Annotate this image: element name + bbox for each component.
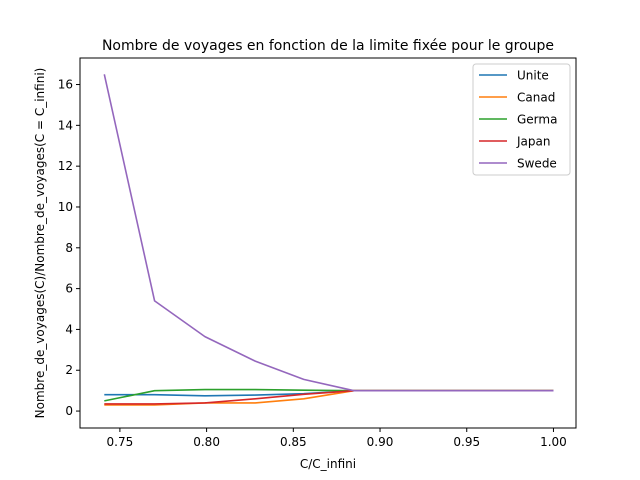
legend-label-canad: Canad xyxy=(517,91,555,105)
x-tick-label: 1.00 xyxy=(540,435,567,449)
y-tick-label: 6 xyxy=(65,282,73,296)
axes-frame xyxy=(79,57,577,429)
legend: Unite Canad Germa Japan Swede xyxy=(472,63,571,176)
x-tick-label: 0.75 xyxy=(107,435,134,449)
legend-label-unite: Unite xyxy=(517,69,549,83)
y-tick-label: 16 xyxy=(58,78,73,92)
legend-label-germa: Germa xyxy=(517,113,557,127)
plot-area xyxy=(79,57,577,429)
x-tick-label: 0.80 xyxy=(193,435,220,449)
y-tick-label: 2 xyxy=(65,363,73,377)
y-tick-label: 12 xyxy=(58,159,73,173)
y-tick-label: 8 xyxy=(65,241,73,255)
chart-title: Nombre de voyages en fonction de la limi… xyxy=(102,38,554,54)
legend-label-japan: Japan xyxy=(516,135,550,149)
x-axis-label: C/C_infini xyxy=(300,457,356,471)
y-tick-label: 10 xyxy=(58,200,73,214)
x-tick-label: 0.95 xyxy=(453,435,480,449)
y-axis-label: Nombre_de_voyages(C)/Nombre_de_voyages(C… xyxy=(33,68,47,419)
legend-box xyxy=(472,63,571,176)
y-axis: 0 2 4 6 8 10 12 14 16 xyxy=(58,78,80,418)
series-layer xyxy=(103,74,554,406)
x-tick-label: 0.85 xyxy=(280,435,307,449)
x-axis: 0.75 0.80 0.85 0.90 0.95 1.00 xyxy=(107,428,567,449)
legend-label-swede: Swede xyxy=(517,157,557,171)
series-line-swede xyxy=(103,74,554,392)
y-tick-label: 0 xyxy=(65,404,73,418)
y-tick-label: 4 xyxy=(65,322,73,336)
x-tick-label: 0.90 xyxy=(367,435,394,449)
y-tick-label: 14 xyxy=(58,118,73,132)
